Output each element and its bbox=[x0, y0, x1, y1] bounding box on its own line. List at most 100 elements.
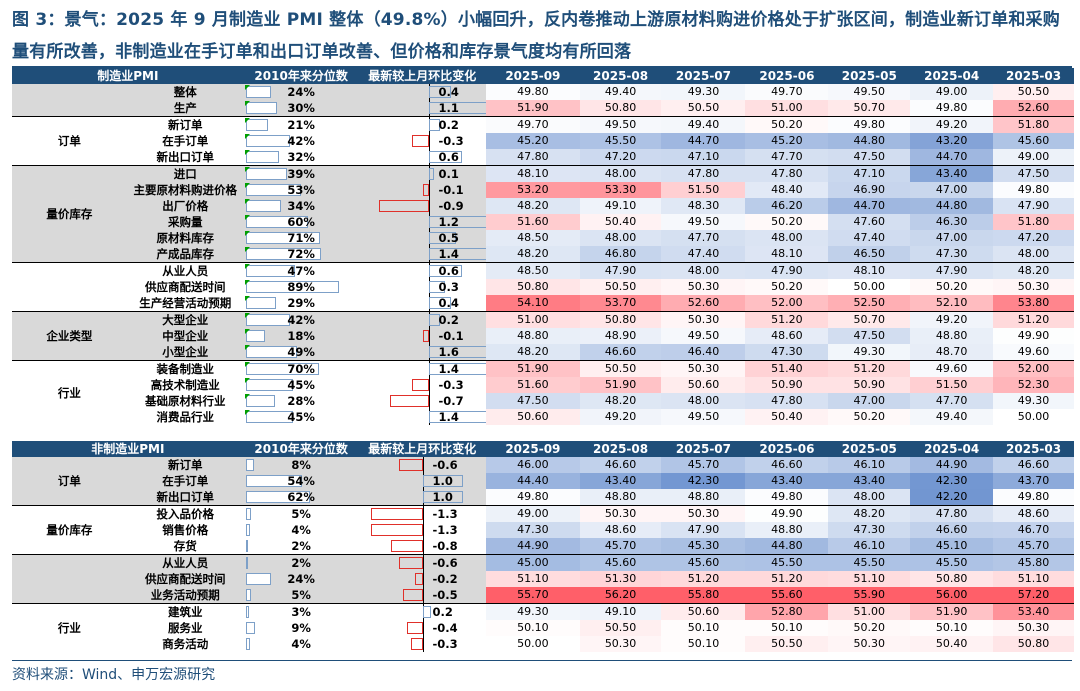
change-bar bbox=[428, 216, 487, 228]
table-row: 商务活动 4% -0.3 50.00 50.30 50.10 50.50 50.30 50.40… bbox=[12, 636, 1074, 652]
percentile-bar bbox=[245, 135, 290, 147]
change-value: -0.9 bbox=[438, 199, 464, 213]
flag-icon bbox=[244, 101, 250, 106]
pmi-value-cell: 48.00 bbox=[828, 489, 911, 506]
column-header: 2025-08 bbox=[579, 68, 662, 84]
pmi-value-cell: 48.00 bbox=[745, 230, 829, 246]
indicator-label: 基础原材料行业 bbox=[145, 394, 226, 408]
column-header: 2025-07 bbox=[661, 441, 746, 457]
pmi-value-cell: 50.00 bbox=[486, 636, 580, 652]
indicator-label: 商务活动 bbox=[162, 637, 209, 651]
zero-axis bbox=[422, 522, 424, 538]
table-row: 新出口订单 32% 0.6 47.80 47.20 47.10 47.70 47.50 44.7… bbox=[12, 149, 1074, 166]
flag-icon bbox=[244, 215, 250, 220]
pmi-value-cell: 47.70 bbox=[661, 230, 746, 246]
column-header: 2025-06 bbox=[745, 441, 829, 457]
pmi-value-cell: 42.20 bbox=[910, 489, 994, 506]
table-row: 整体 24% 0.4 49.80 49.40 49.30 49.70 49.50 49.00 50… bbox=[12, 84, 1074, 117]
pmi-value-cell: 49.80 bbox=[486, 489, 580, 506]
flag-icon bbox=[244, 280, 250, 285]
flag-icon bbox=[244, 329, 250, 334]
pmi-value-cell: 46.60 bbox=[745, 457, 829, 473]
bottom-divider bbox=[12, 660, 1072, 661]
pmi-value-cell: 46.00 bbox=[486, 457, 580, 473]
percentile-value: 28% bbox=[287, 394, 315, 408]
pmi-value-cell: 50.30 bbox=[579, 505, 662, 522]
pmi-value-cell: 45.70 bbox=[661, 457, 746, 473]
pmi-value-cell: 48.50 bbox=[486, 262, 580, 279]
column-header: 2010年来分位数 bbox=[243, 68, 359, 84]
pmi-value-cell: 44.70 bbox=[910, 149, 994, 166]
pmi-value-cell: 50.00 bbox=[828, 279, 911, 295]
pmi-value-cell: 47.50 bbox=[486, 393, 580, 409]
pmi-value-cell: 49.50 bbox=[828, 84, 911, 100]
change-bar bbox=[422, 475, 463, 487]
table-row: 量价库存 投入品价格 5% -1.3 49.00 50.30 50.30 49.90 48.20… bbox=[12, 505, 1074, 555]
pmi-value-cell: 47.80 bbox=[910, 505, 994, 522]
change-value: -0.7 bbox=[438, 394, 464, 408]
pmi-value-cell: 52.30 bbox=[993, 377, 1074, 393]
pmi-value-cell: 46.10 bbox=[828, 538, 911, 555]
change-value: -1.3 bbox=[432, 523, 458, 537]
pmi-value-cell: 50.30 bbox=[993, 279, 1074, 295]
pmi-value-cell: 51.20 bbox=[745, 311, 829, 328]
flag-icon bbox=[244, 231, 250, 236]
indicator-label: 建筑业 bbox=[126, 603, 244, 620]
table-row: 销售价格 4% -1.3 47.30 48.60 47.90 48.80 47.30 46.60… bbox=[12, 522, 1074, 538]
pmi-value-cell: 46.80 bbox=[579, 246, 662, 263]
pmi-value-cell: 51.20 bbox=[745, 571, 829, 587]
pmi-value-cell: 48.80 bbox=[579, 489, 662, 506]
percentile-bar bbox=[245, 151, 279, 163]
pmi-value-cell: 53.70 bbox=[579, 295, 662, 312]
pmi-value-cell: 50.10 bbox=[661, 636, 746, 652]
pmi-value-cell: 53.40 bbox=[993, 603, 1074, 620]
indicator-label: 供应商配送时间 bbox=[145, 280, 226, 294]
group-label: 订单 bbox=[12, 116, 127, 166]
pmi-value-cell: 47.90 bbox=[661, 522, 746, 538]
percentile-bar bbox=[245, 232, 320, 244]
pmi-value-cell: 47.30 bbox=[910, 246, 994, 263]
flag-icon bbox=[244, 167, 250, 172]
pmi-value-cell: 43.20 bbox=[910, 133, 994, 149]
pmi-value-cell: 47.70 bbox=[910, 393, 994, 409]
percentile-bar bbox=[245, 119, 268, 131]
percentile-value: 8% bbox=[291, 458, 311, 472]
indicator-label: 消费品行业 bbox=[156, 410, 215, 424]
zero-axis bbox=[428, 198, 430, 214]
indicator-label: 生产 bbox=[126, 100, 244, 117]
pmi-value-cell: 47.40 bbox=[828, 230, 911, 246]
pmi-value-cell: 46.50 bbox=[828, 246, 911, 263]
indicator-label: 中型企业 bbox=[126, 328, 244, 344]
percentile-value: 47% bbox=[287, 264, 315, 278]
pmi-value-cell: 48.80 bbox=[745, 522, 829, 538]
table-row: 从业人员 2% -0.6 45.00 45.60 45.60 45.50 45.50 45.50… bbox=[12, 554, 1074, 604]
change-bar bbox=[412, 135, 429, 147]
pmi-value-cell: 50.30 bbox=[993, 620, 1074, 636]
percentile-value: 49% bbox=[287, 345, 315, 359]
pmi-value-cell: 50.80 bbox=[486, 279, 580, 295]
change-value: 1.4 bbox=[438, 410, 459, 424]
figure-title: 图 3：景气：2025 年 9 月制造业 PMI 整体（49.8%）小幅回升，反… bbox=[12, 10, 1060, 62]
indicator-label: 大型企业 bbox=[126, 311, 244, 328]
change-bar bbox=[428, 119, 440, 131]
pmi-value-cell: 50.00 bbox=[993, 409, 1074, 425]
pmi-value-cell: 49.20 bbox=[579, 409, 662, 425]
pmi-value-cell: 51.00 bbox=[828, 603, 911, 620]
indicator-label: 新订单 bbox=[126, 116, 244, 133]
pmi-value-cell: 48.00 bbox=[993, 246, 1074, 263]
pmi-value-cell: 50.40 bbox=[579, 214, 662, 230]
pmi-value-cell: 46.90 bbox=[828, 182, 911, 198]
change-value: 1.4 bbox=[438, 362, 459, 376]
non-manufacturing-pmi-table: 非制造业PMI 2010年来分位数 最新较上月环比变化 2025-09 2025-08 2… bbox=[12, 441, 1074, 652]
column-header: 非制造业PMI bbox=[12, 441, 244, 457]
indicator-label: 原材料库存 bbox=[126, 230, 244, 246]
column-header: 2025-09 bbox=[486, 441, 580, 457]
flag-icon bbox=[244, 118, 250, 123]
pmi-value-cell: 49.80 bbox=[910, 100, 994, 117]
indicator-label: 在手订单 bbox=[162, 134, 209, 148]
column-header: 2025-04 bbox=[910, 441, 994, 457]
percentile-value: 71% bbox=[287, 231, 315, 245]
pmi-value-cell: 51.10 bbox=[828, 571, 911, 587]
pmi-value-cell: 49.20 bbox=[910, 311, 994, 328]
pmi-value-cell: 45.70 bbox=[993, 538, 1074, 555]
